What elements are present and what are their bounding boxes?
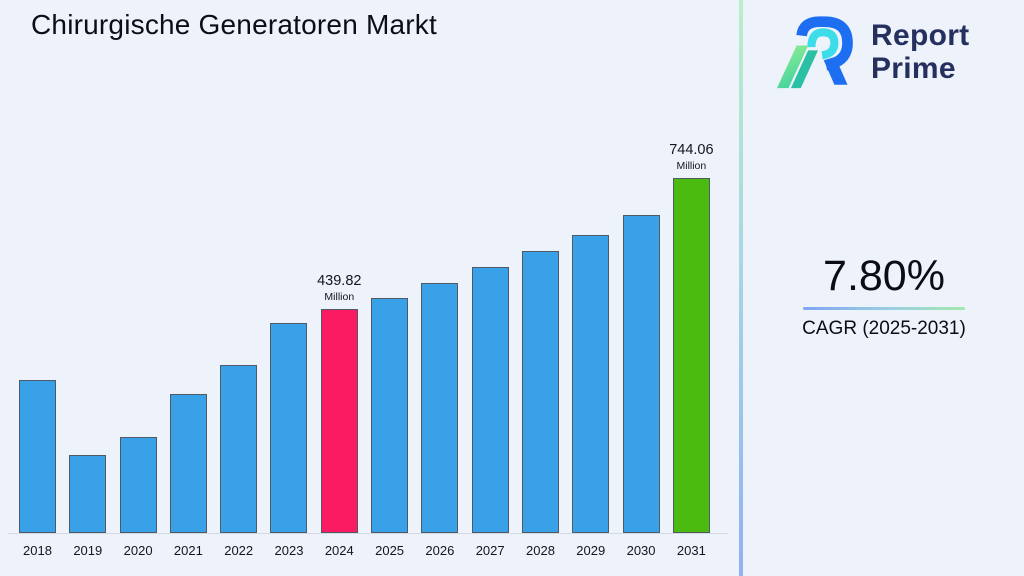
x-axis-label-2018: 2018 [23, 543, 52, 558]
logo-word-report: Report [871, 19, 970, 52]
x-axis-label-2031: 2031 [676, 543, 706, 558]
bar-2027 [471, 267, 509, 533]
bar-2023 [270, 323, 308, 533]
bar-group-2019 [69, 455, 107, 533]
bar-group-2018 [19, 380, 56, 533]
bar-group-2030 [622, 215, 660, 533]
x-axis-label-2025: 2025 [375, 543, 405, 558]
x-axis-label-2026: 2026 [425, 543, 455, 558]
bar-2024 [320, 309, 358, 533]
bar-annotation-value: 744.06 [669, 142, 714, 158]
cagr-panel: 7.80% CAGR (2025-2031) [744, 252, 1024, 340]
bar-group-2027 [471, 267, 509, 533]
bar-group-2031: 744.06 Million [669, 142, 714, 533]
bar-group-2021 [169, 394, 207, 533]
bar-annotation-value: 439.82 [317, 273, 362, 289]
bar-annotation-2031: 744.06 Million [669, 142, 713, 173]
bar-2018 [19, 380, 56, 533]
x-axis-labels: 2018 2019 2020 2021 2022 2023 2024 2025 2026 2027… [19, 543, 710, 558]
bar-2021 [169, 394, 207, 533]
cagr-label: CAGR (2025-2031) [802, 318, 966, 339]
cagr-underline [803, 307, 965, 310]
bar-chart: 439.82 Million 744.06 Million [19, 93, 714, 533]
bar-2030 [622, 215, 660, 533]
x-axis-line [8, 533, 728, 534]
cagr-value: 7.80% [823, 252, 945, 300]
bar-group-2022 [220, 365, 258, 533]
bar-2019 [69, 455, 107, 533]
x-axis-label-2024: 2024 [324, 543, 354, 558]
x-axis-label-2030: 2030 [626, 543, 656, 558]
x-axis-label-2027: 2027 [475, 543, 505, 558]
bar-2026 [421, 283, 459, 533]
bar-2028 [521, 251, 559, 533]
bar-2031 [672, 178, 710, 533]
x-axis-label-2020: 2020 [123, 543, 153, 558]
x-axis-label-2023: 2023 [274, 543, 304, 558]
vertical-divider [739, 0, 743, 576]
bar-2020 [119, 437, 157, 533]
bar-group-2029 [572, 235, 610, 533]
bar-2025 [371, 298, 409, 533]
report-prime-logo-mark [777, 16, 853, 89]
bar-group-2024: 439.82 Million [317, 273, 361, 533]
bar-2022 [220, 365, 258, 533]
page-title: Chirurgische Generatoren Markt [31, 9, 437, 40]
logo-word-prime: Prime [871, 52, 956, 85]
bar-group-2023 [270, 323, 308, 533]
bar-2029 [572, 235, 610, 533]
x-axis-label-2019: 2019 [73, 543, 103, 558]
x-axis-label-2022: 2022 [224, 543, 254, 558]
bar-group-2026 [421, 283, 459, 533]
x-axis-label-2029: 2029 [576, 543, 606, 558]
bar-annotation-unit: Million [324, 291, 355, 303]
bar-annotation-2024: 439.82 Million [317, 273, 361, 304]
bar-annotation-unit: Million [676, 160, 707, 172]
report-prime-logo: Report Prime [777, 6, 969, 98]
bar-group-2025 [371, 298, 409, 533]
report-prime-logo-text: Report Prime [871, 19, 969, 85]
bar-group-2020 [119, 437, 157, 533]
bar-group-2028 [521, 251, 559, 533]
x-axis-label-2028: 2028 [526, 543, 555, 558]
x-axis-label-2021: 2021 [173, 543, 203, 558]
